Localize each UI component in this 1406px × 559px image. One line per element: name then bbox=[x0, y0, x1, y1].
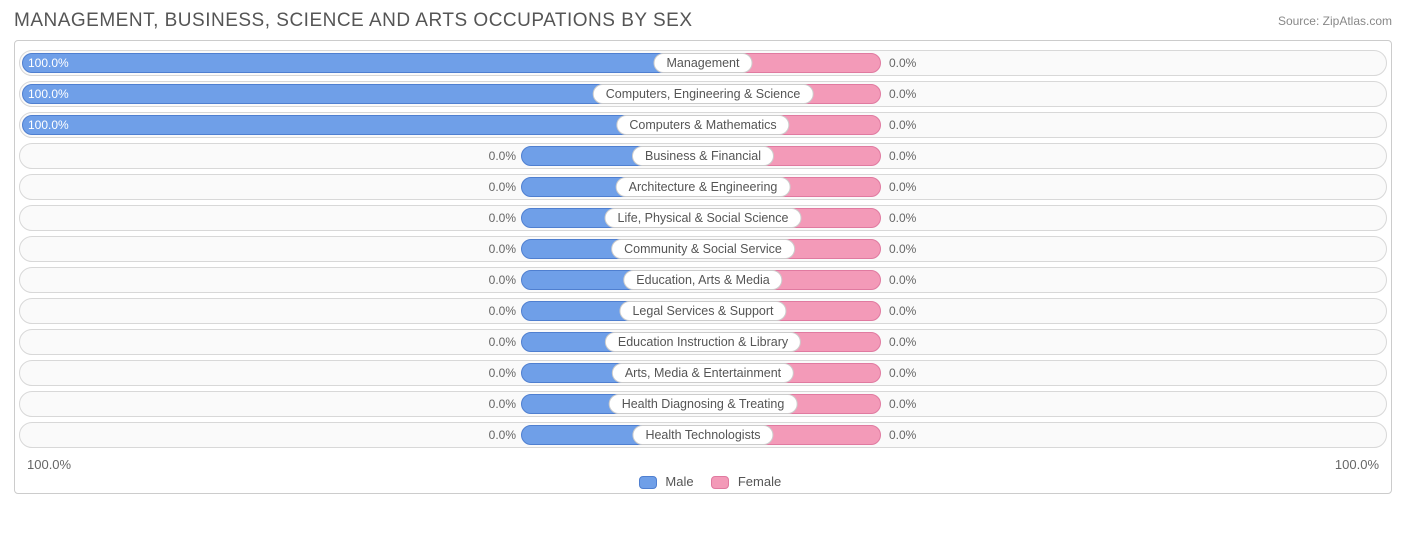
male-bar bbox=[22, 53, 721, 73]
chart-row: Education Instruction & Library 0.0% 0.0% bbox=[19, 329, 1387, 355]
female-value-label: 0.0% bbox=[889, 268, 916, 293]
category-label: Community & Social Service bbox=[611, 239, 795, 259]
legend-male-label: Male bbox=[665, 474, 693, 489]
legend-swatch-male bbox=[639, 476, 657, 489]
male-value-label: 0.0% bbox=[476, 361, 516, 386]
source-label: Source: ZipAtlas.com bbox=[1278, 14, 1392, 28]
category-label: Management bbox=[654, 53, 753, 73]
female-value-label: 0.0% bbox=[889, 175, 916, 200]
category-label: Legal Services & Support bbox=[619, 301, 786, 321]
female-value-label: 0.0% bbox=[889, 237, 916, 262]
axis-left-label: 100.0% bbox=[27, 457, 71, 472]
category-label: Business & Financial bbox=[632, 146, 774, 166]
female-value-label: 0.0% bbox=[889, 82, 916, 107]
male-value-label: 0.0% bbox=[476, 268, 516, 293]
chart-row: Business & Financial 0.0% 0.0% bbox=[19, 143, 1387, 169]
chart-row: Computers & Mathematics 100.0% 0.0% bbox=[19, 112, 1387, 138]
male-value-label: 0.0% bbox=[476, 392, 516, 417]
axis-row: 100.0% 100.0% bbox=[19, 453, 1387, 472]
chart-row: Computers, Engineering & Science 100.0% 0.… bbox=[19, 81, 1387, 107]
chart-container: MANAGEMENT, BUSINESS, SCIENCE AND ARTS O… bbox=[0, 0, 1406, 559]
chart-area: Management100.0%0.0%Computers, Engineeri… bbox=[14, 40, 1392, 494]
male-value-label: 0.0% bbox=[476, 423, 516, 448]
category-label: Education Instruction & Library bbox=[605, 332, 801, 352]
category-label: Education, Arts & Media bbox=[623, 270, 782, 290]
male-value-label: 100.0% bbox=[28, 113, 69, 138]
category-label: Computers, Engineering & Science bbox=[593, 84, 814, 104]
female-value-label: 0.0% bbox=[889, 392, 916, 417]
female-value-label: 0.0% bbox=[889, 330, 916, 355]
category-label: Computers & Mathematics bbox=[616, 115, 789, 135]
female-value-label: 0.0% bbox=[889, 423, 916, 448]
female-value-label: 0.0% bbox=[889, 361, 916, 386]
female-value-label: 0.0% bbox=[889, 51, 916, 76]
chart-row: Legal Services & Support 0.0% 0.0% bbox=[19, 298, 1387, 324]
chart-row: Health Diagnosing & Treating 0.0% 0.0% bbox=[19, 391, 1387, 417]
chart-row: Health Technologists 0.0% 0.0% bbox=[19, 422, 1387, 448]
rows-host: Management100.0%0.0%Computers, Engineeri… bbox=[19, 50, 1387, 448]
male-value-label: 0.0% bbox=[476, 237, 516, 262]
chart-row: Life, Physical & Social Science 0.0% 0.0% bbox=[19, 205, 1387, 231]
male-value-label: 0.0% bbox=[476, 144, 516, 169]
male-value-label: 0.0% bbox=[476, 299, 516, 324]
header: MANAGEMENT, BUSINESS, SCIENCE AND ARTS O… bbox=[14, 10, 1392, 32]
axis-right-label: 100.0% bbox=[1335, 457, 1379, 472]
chart-row: Arts, Media & Entertainment 0.0% 0.0% bbox=[19, 360, 1387, 386]
female-value-label: 0.0% bbox=[889, 206, 916, 231]
category-label: Health Diagnosing & Treating bbox=[609, 394, 798, 414]
male-value-label: 100.0% bbox=[28, 51, 69, 76]
chart-row: Education, Arts & Media 0.0% 0.0% bbox=[19, 267, 1387, 293]
chart-title: MANAGEMENT, BUSINESS, SCIENCE AND ARTS O… bbox=[14, 10, 693, 32]
female-value-label: 0.0% bbox=[889, 144, 916, 169]
female-value-label: 0.0% bbox=[889, 113, 916, 138]
category-label: Arts, Media & Entertainment bbox=[612, 363, 794, 383]
male-value-label: 100.0% bbox=[28, 82, 69, 107]
chart-row: Architecture & Engineering 0.0% 0.0% bbox=[19, 174, 1387, 200]
female-value-label: 0.0% bbox=[889, 299, 916, 324]
category-label: Architecture & Engineering bbox=[616, 177, 791, 197]
legend-swatch-female bbox=[711, 476, 729, 489]
chart-row: Management 100.0% 0.0% bbox=[19, 50, 1387, 76]
legend: Male Female bbox=[19, 472, 1387, 489]
chart-row: Community & Social Service 0.0% 0.0% bbox=[19, 236, 1387, 262]
category-label: Health Technologists bbox=[632, 425, 773, 445]
category-label: Life, Physical & Social Science bbox=[605, 208, 802, 228]
legend-female-label: Female bbox=[738, 474, 781, 489]
male-value-label: 0.0% bbox=[476, 330, 516, 355]
male-value-label: 0.0% bbox=[476, 206, 516, 231]
male-value-label: 0.0% bbox=[476, 175, 516, 200]
